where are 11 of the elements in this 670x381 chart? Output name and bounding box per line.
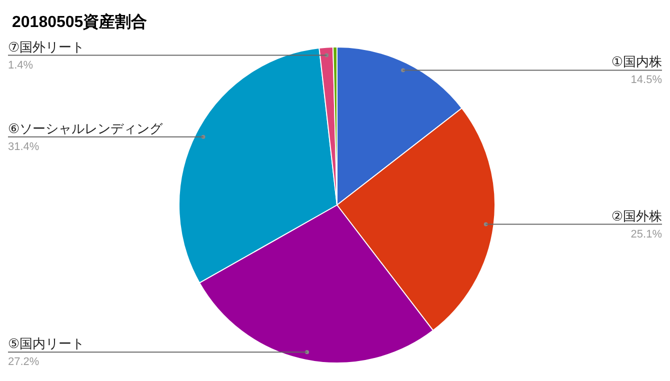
data-label: 27.2% — [8, 356, 40, 368]
data-label: 1.4% — [8, 59, 34, 72]
data-label: 14.5% — [630, 74, 662, 86]
slice-label: ⑥ソーシャルレンディング — [8, 120, 164, 136]
slice-label: ⑤国内リート — [8, 336, 85, 352]
slice-label: ②国外株 — [611, 208, 662, 224]
data-label: 25.1% — [630, 228, 662, 240]
slice-label: ①国内株 — [611, 54, 662, 70]
chart-title: 20180505資産割合 — [12, 12, 148, 31]
data-label: 31.4% — [8, 140, 40, 153]
slice-label: ⑦国外リート — [8, 39, 85, 54]
